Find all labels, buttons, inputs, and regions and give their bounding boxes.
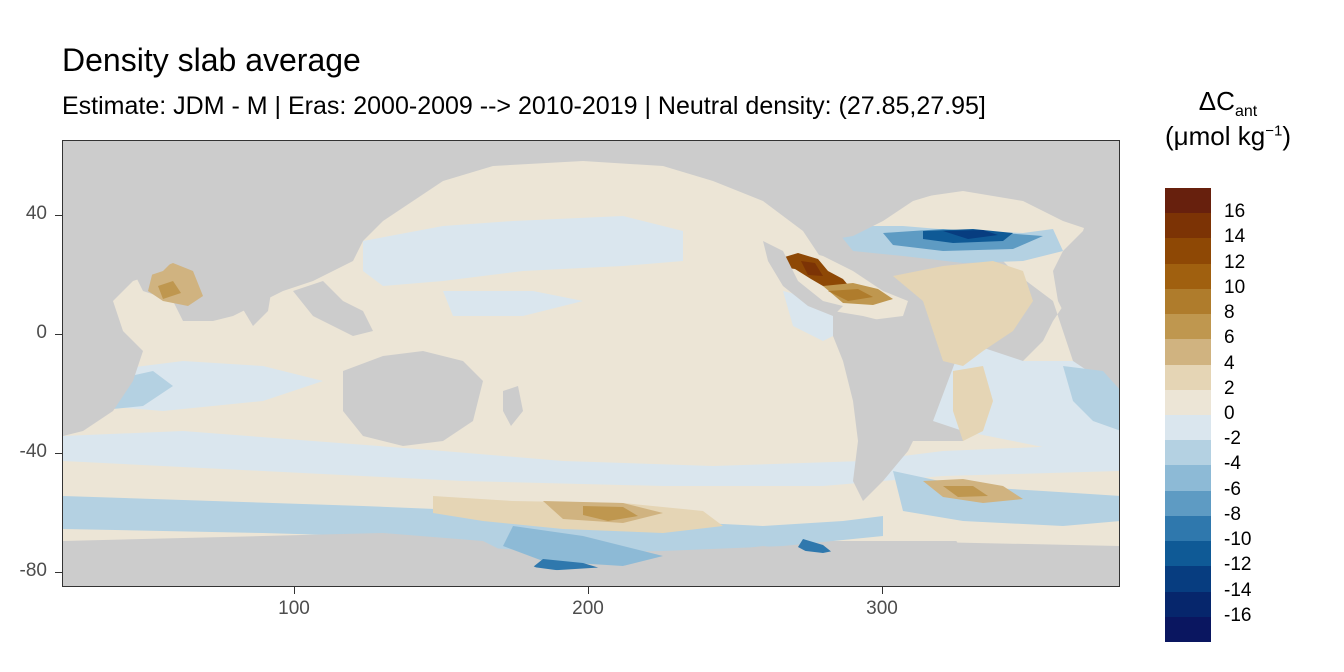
legend-label: 4 [1224,352,1235,374]
legend-label: -2 [1224,428,1241,450]
legend-unit-exp: −1 [1265,122,1283,140]
legend-colorbar [1165,188,1211,643]
legend-label: 2 [1224,377,1235,399]
caribbean-warm-core [828,289,873,301]
map-panel [62,140,1120,587]
south-atlantic-blue-2 [1063,366,1119,431]
legend-swatch [1165,364,1211,391]
legend-swatch [1165,263,1211,290]
legend-label: 16 [1224,201,1246,223]
legend-swatch [1165,188,1211,214]
se-asia-land [293,281,373,336]
x-tick-mark [588,587,589,594]
asia-land [238,141,443,271]
legend-unit-prefix: (μmol kg [1165,121,1266,152]
x-tick-mark [294,587,295,594]
arabian-warm-core [158,281,181,299]
legend-swatch [1165,314,1211,340]
central-pacific-blue [783,291,843,341]
x-tick-label: 300 [866,598,898,619]
amundsen-dark [798,539,833,555]
australia-land [343,351,483,446]
y-tick-mark [55,453,62,454]
legend-label: 10 [1224,276,1246,298]
x-tick-label: 200 [572,598,604,619]
legend-label: -8 [1224,503,1241,525]
legend-swatch [1165,566,1211,593]
legend-label: -16 [1224,604,1252,626]
nw-pacific-blue [443,291,583,316]
se-pacific-warm-deep [583,506,638,521]
legend-unit-suffix: ) [1282,121,1291,152]
legend-label: -12 [1224,554,1252,576]
legend-swatch [1165,515,1211,542]
antarctica-land [63,533,1119,586]
brazil-warm [953,366,993,441]
legend-swatch [1165,288,1211,315]
legend-title: ΔCant (μmol kg−1) [1162,86,1294,152]
map-svg [63,141,1119,586]
south-america-land [833,311,943,501]
legend-swatch [1165,415,1211,441]
y-tick-mark [55,334,62,335]
y-tick-mark [55,572,62,573]
legend-label: 8 [1224,302,1235,324]
y-tick-label: 40 [25,203,47,224]
ross-dark [533,559,603,571]
x-tick-mark [882,587,883,594]
y-tick-label: 0 [36,322,47,343]
y-tick-label: -80 [19,560,47,581]
legend-label: 14 [1224,226,1246,248]
legend-symbol: ΔC [1198,86,1235,116]
africa-land [63,141,243,436]
atlantic-tropical-warm [893,261,1033,366]
legend-swatch [1165,213,1211,239]
plot-title: Density slab average [62,42,361,78]
y-tick-label: -40 [19,441,47,462]
x-tick-label: 100 [278,598,310,619]
new-zealand-land [503,386,523,426]
ross-weddell-blue [503,526,663,566]
legend-swatch [1165,389,1211,416]
legend-label: 0 [1224,403,1235,424]
legend-subscript: ant [1234,103,1258,120]
indian-blue [103,361,323,411]
positive-anomaly-layer [148,253,1033,533]
legend-label: -4 [1224,453,1241,475]
legend-label: -14 [1224,579,1252,601]
legend-label: -10 [1224,529,1252,551]
y-tick-mark [55,215,62,216]
north-pacific-blue [363,216,683,286]
south-band-2 [63,496,883,553]
south-atlantic-warm-core [943,486,988,497]
legend-swatch [1165,440,1211,466]
plot-subtitle: Estimate: JDM - M | Eras: 2000-2009 --> … [62,92,986,120]
india-land [223,261,273,326]
central-america-land [763,241,843,316]
legend-label: 6 [1224,327,1235,349]
legend-swatch [1165,339,1211,366]
north-atlantic-darkest [943,230,998,239]
gulf-mexico-core [801,261,823,276]
legend-label: 12 [1224,251,1246,273]
legend-swatch [1165,490,1211,517]
europe-africa-east-land [1043,141,1119,360]
legend-swatch [1165,616,1211,643]
legend-swatch [1165,465,1211,492]
north-america-land [723,141,1119,241]
legend-label: -6 [1224,478,1241,500]
legend-swatch [1165,541,1211,567]
legend-swatch [1165,591,1211,618]
legend-swatch [1165,238,1211,265]
land-layer [63,141,1119,586]
